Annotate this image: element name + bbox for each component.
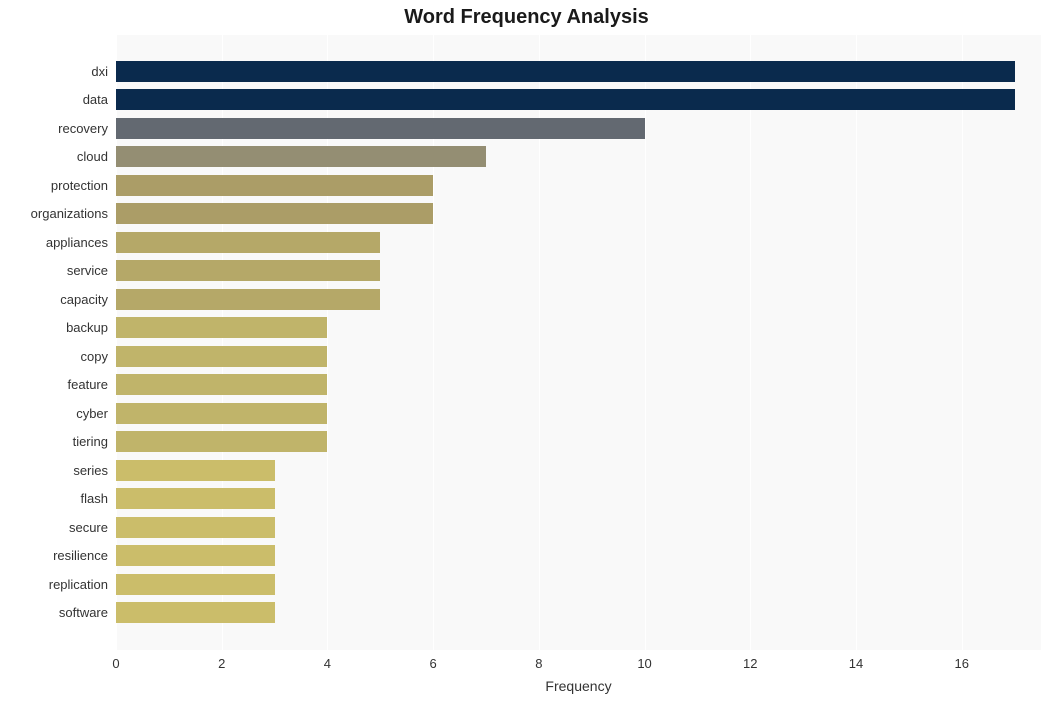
y-tick-label: data	[0, 93, 108, 106]
y-tick-label: recovery	[0, 122, 108, 135]
y-tick-label: organizations	[0, 207, 108, 220]
y-tick-label: feature	[0, 378, 108, 391]
y-tick-label: resilience	[0, 549, 108, 562]
bar	[116, 61, 1015, 82]
x-tick-label: 16	[954, 656, 968, 671]
bar	[116, 574, 275, 595]
x-tick-label: 8	[535, 656, 542, 671]
y-tick-label: flash	[0, 492, 108, 505]
gridline	[962, 35, 963, 650]
x-tick-label: 10	[637, 656, 651, 671]
bar	[116, 403, 327, 424]
bar	[116, 602, 275, 623]
x-tick-label: 6	[430, 656, 437, 671]
bar	[116, 545, 275, 566]
bar	[116, 460, 275, 481]
y-tick-label: cyber	[0, 407, 108, 420]
plot-area	[116, 35, 1041, 650]
y-tick-label: service	[0, 264, 108, 277]
y-tick-label: series	[0, 464, 108, 477]
y-tick-label: appliances	[0, 236, 108, 249]
bar	[116, 203, 433, 224]
x-tick-label: 12	[743, 656, 757, 671]
bar	[116, 175, 433, 196]
bar	[116, 374, 327, 395]
y-tick-label: dxi	[0, 65, 108, 78]
y-tick-label: cloud	[0, 150, 108, 163]
bar	[116, 89, 1015, 110]
y-tick-label: copy	[0, 350, 108, 363]
y-tick-label: protection	[0, 179, 108, 192]
bar	[116, 488, 275, 509]
bar	[116, 346, 327, 367]
x-axis-title: Frequency	[116, 678, 1041, 694]
bar	[116, 118, 645, 139]
y-tick-label: backup	[0, 321, 108, 334]
x-tick-label: 0	[112, 656, 119, 671]
x-tick-label: 2	[218, 656, 225, 671]
bar	[116, 317, 327, 338]
word-frequency-chart: Word Frequency Analysis dxi data recovery c…	[0, 0, 1053, 701]
bar	[116, 232, 380, 253]
y-tick-label: replication	[0, 578, 108, 591]
y-tick-label: software	[0, 606, 108, 619]
bar	[116, 431, 327, 452]
y-tick-label: secure	[0, 521, 108, 534]
y-tick-label: capacity	[0, 293, 108, 306]
y-tick-label: tiering	[0, 435, 108, 448]
bar	[116, 289, 380, 310]
gridline	[856, 35, 857, 650]
bar	[116, 517, 275, 538]
gridline	[750, 35, 751, 650]
bar	[116, 260, 380, 281]
x-tick-label: 14	[849, 656, 863, 671]
x-tick-label: 4	[324, 656, 331, 671]
gridline	[645, 35, 646, 650]
bar	[116, 146, 486, 167]
chart-title: Word Frequency Analysis	[0, 6, 1053, 29]
